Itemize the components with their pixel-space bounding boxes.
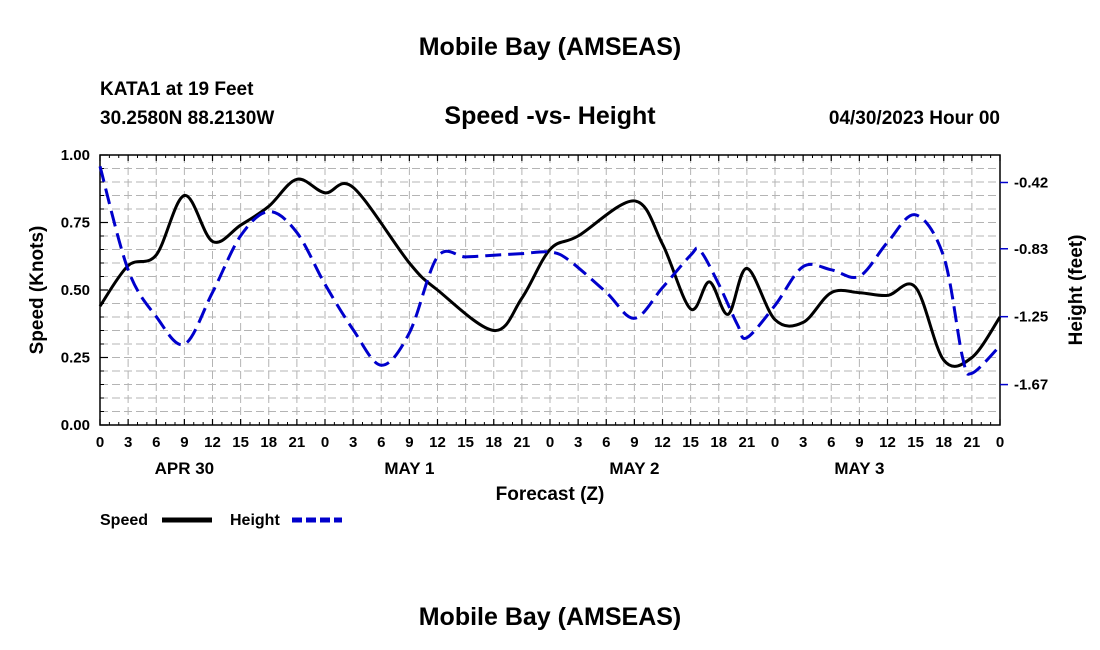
legend-speed-label: Speed (100, 512, 148, 529)
x-tick-label: 15 (907, 434, 924, 451)
x-tick-label: 12 (879, 434, 896, 451)
x-tick-label: 12 (654, 434, 671, 451)
x-tick-label: 6 (377, 434, 385, 451)
x-tick-label: 21 (739, 434, 756, 451)
series-line-height (98, 165, 1002, 376)
series-line-speed (98, 177, 1002, 368)
x-tick-label: 6 (152, 434, 160, 451)
x-tick-label: 9 (630, 434, 638, 451)
y-tick-label: 0.25 (61, 350, 90, 367)
y-axis-label: Speed (Knots) (27, 226, 48, 355)
footer-title: Mobile Bay (AMSEAS) (419, 603, 682, 631)
y2-tick-label: -1.67 (1014, 377, 1048, 394)
x-tick-label: 21 (514, 434, 531, 451)
x-tick-label: 9 (855, 434, 863, 451)
x-tick-label: 18 (485, 434, 502, 451)
x-tick-label: 0 (996, 434, 1004, 451)
x-tick-label: 6 (602, 434, 610, 451)
y-tick-label: 0.75 (61, 215, 90, 232)
x-tick-label: 18 (935, 434, 952, 451)
x-tick-label: 12 (429, 434, 446, 451)
y2-tick-label: -0.42 (1014, 174, 1048, 191)
grid (100, 155, 1000, 425)
legend: Speed Height (100, 512, 342, 529)
x-tick-label: 3 (349, 434, 357, 451)
x-tick-label: 9 (180, 434, 188, 451)
day-label: MAY 3 (834, 459, 884, 478)
y-tick-label: 0.00 (61, 417, 90, 434)
page-title: Mobile Bay (AMSEAS) (419, 33, 682, 61)
chart-title: Speed -vs- Height (444, 102, 656, 130)
x-tick-label: 0 (321, 434, 329, 451)
x-tick-label: 9 (405, 434, 413, 451)
day-label: APR 30 (155, 459, 215, 478)
x-tick-label: 18 (260, 434, 277, 451)
x-tick-label: 3 (574, 434, 582, 451)
x-tick-label: 21 (964, 434, 981, 451)
coords-label: 30.2580N 88.2130W (100, 108, 274, 129)
x-tick-label: 3 (124, 434, 132, 451)
x-tick-label: 6 (827, 434, 835, 451)
x-tick-label: 15 (232, 434, 249, 451)
day-label: MAY 2 (609, 459, 659, 478)
x-tick-label: 15 (682, 434, 699, 451)
x-tick-label: 12 (204, 434, 221, 451)
y2-tick-label: -1.25 (1014, 309, 1048, 326)
x-tick-label: 0 (96, 434, 104, 451)
x-tick-label: 0 (546, 434, 554, 451)
axis-ticks: 0 3 6 9 12 15 18 21 0 3 6 9 12 15 18 21 0 3 6 9 12 15 18 21 0 3 6 9… (61, 147, 1048, 478)
y2-axis-label: Height (feet) (1066, 235, 1087, 346)
x-tick-label: 15 (457, 434, 474, 451)
x-tick-label: 21 (289, 434, 306, 451)
series (98, 165, 1002, 376)
station-label: KATA1 at 19 Feet (100, 79, 254, 100)
x-tick-label: 3 (799, 434, 807, 451)
legend-height-label: Height (230, 512, 280, 529)
y2-tick-label: -0.83 (1014, 241, 1048, 258)
x-tick-label: 18 (710, 434, 727, 451)
y-tick-label: 0.50 (61, 282, 90, 299)
y-tick-label: 1.00 (61, 147, 90, 164)
x-tick-label: 0 (771, 434, 779, 451)
day-label: MAY 1 (384, 459, 434, 478)
datetime-label: 04/30/2023 Hour 00 (829, 108, 1000, 129)
x-axis-label: Forecast (Z) (496, 484, 605, 505)
